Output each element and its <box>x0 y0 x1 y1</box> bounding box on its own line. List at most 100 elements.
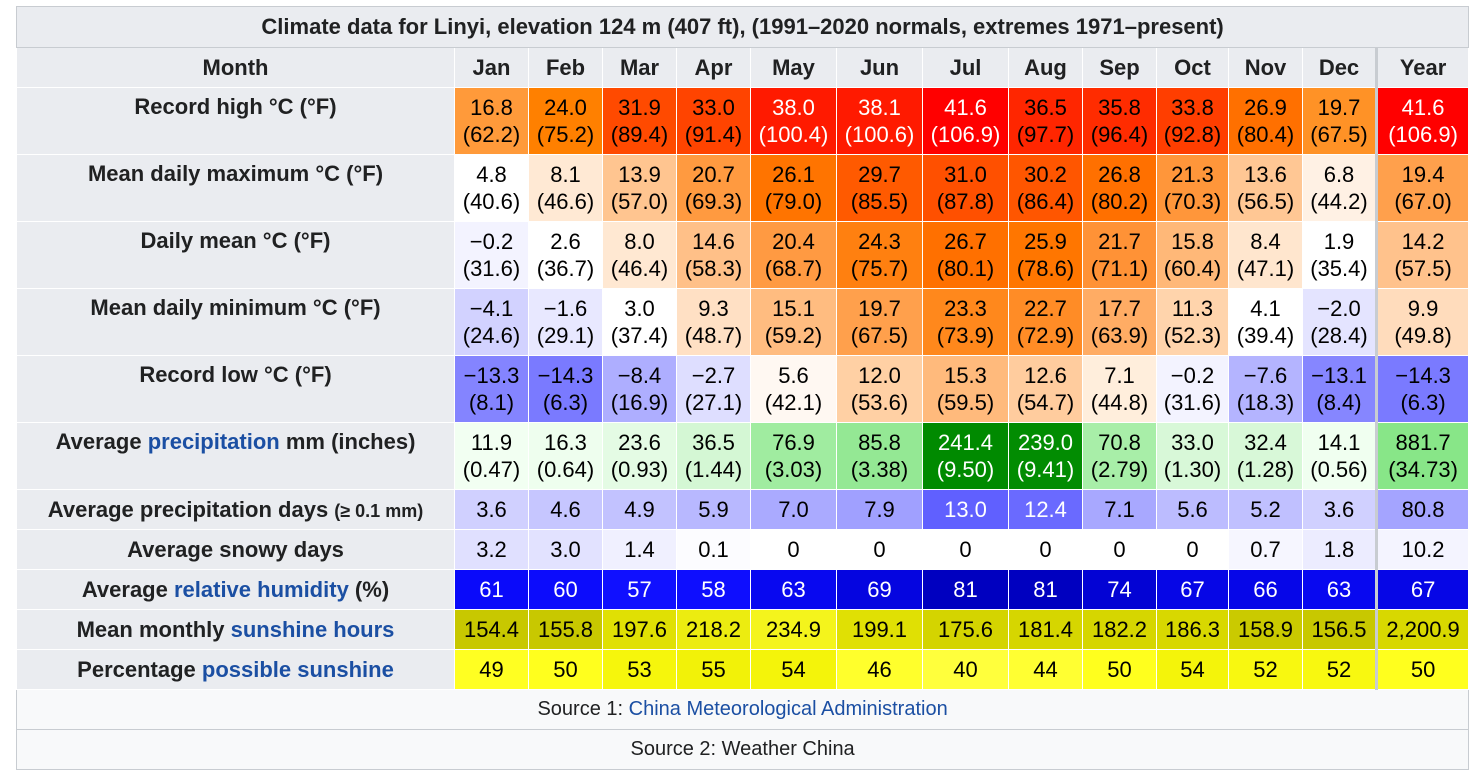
month-header-dec: Dec <box>1302 47 1377 88</box>
month-value-cell: 31.9 (89.4) <box>602 87 677 155</box>
cell-value: 57 <box>627 577 652 602</box>
month-value-cell: 7.1 (44.8) <box>1082 355 1157 423</box>
climate-table: Climate data for Linyi, elevation 124 m … <box>15 6 1470 770</box>
cell-value: 154.4 <box>463 617 520 642</box>
cell-value: 0 <box>959 537 972 562</box>
cell-value-fahrenheit: (71.1) <box>1090 256 1149 281</box>
source-1-link[interactable]: China Meteorological Administration <box>628 698 948 720</box>
cell-value: 218.2 <box>685 617 742 642</box>
cell-value: 32.4 <box>1244 430 1287 455</box>
cell-value-fahrenheit: (58.3) <box>684 256 743 281</box>
table-row: Average precipitation mm (inches) 11.9 (0.… <box>16 422 1470 490</box>
month-value-cell: 55 <box>676 649 751 690</box>
month-value-cell: 63 <box>1302 569 1377 610</box>
cell-value: 55 <box>701 657 726 682</box>
cell-value-fahrenheit: (91.4) <box>684 122 743 147</box>
month-value-cell: 155.8 <box>528 609 603 650</box>
month-value-cell: 74 <box>1082 569 1157 610</box>
cell-value: 67 <box>1410 577 1436 602</box>
cell-value-fahrenheit: (6.3) <box>542 390 589 415</box>
row-label-link[interactable]: possible sunshine <box>201 656 394 682</box>
cell-value: 3.0 <box>550 537 581 562</box>
cell-value: 17.7 <box>1098 296 1141 321</box>
month-value-cell: 199.1 <box>836 609 923 650</box>
cell-value: 5.6 <box>778 363 809 388</box>
cell-value: 81 <box>1033 577 1058 602</box>
cell-value-fahrenheit: (42.1) <box>764 390 823 415</box>
month-value-cell: 9.3 (48.7) <box>676 288 751 356</box>
table-row: Mean monthly sunshine hours 154.4 155.8 197… <box>16 609 1470 650</box>
cell-value-fahrenheit: (86.4) <box>1016 189 1075 214</box>
month-value-cell: 36.5 (1.44) <box>676 422 751 490</box>
cell-value-fahrenheit: (1.30) <box>1163 457 1222 482</box>
month-value-cell: 16.3 (0.64) <box>528 422 603 490</box>
row-label: Average precipitation mm (inches) <box>16 422 455 490</box>
cell-value-fahrenheit: (3.03) <box>764 457 823 482</box>
month-value-cell: 5.6 (42.1) <box>750 355 837 423</box>
cell-value-fahrenheit: (69.3) <box>684 189 743 214</box>
month-header-apr: Apr <box>676 47 751 88</box>
cell-value-fahrenheit: (85.5) <box>850 189 909 214</box>
cell-value-fahrenheit: (72.9) <box>1016 323 1075 348</box>
row-label-text: Mean monthly <box>76 616 231 642</box>
cell-value: 881.7 <box>1395 430 1451 455</box>
month-value-cell: 7.9 <box>836 489 923 530</box>
month-value-cell: 3.6 <box>1302 489 1377 530</box>
month-value-cell: 241.4 (9.50) <box>922 422 1009 490</box>
cell-value: 0.1 <box>698 537 729 562</box>
row-label-text: Average precipitation days <box>47 496 335 522</box>
cell-value: 16.3 <box>544 430 587 455</box>
cell-value: 5.9 <box>698 497 729 522</box>
cell-value: 52 <box>1253 657 1278 682</box>
cell-value: 4.6 <box>550 497 581 522</box>
year-value-cell: −14.3 (6.3) <box>1374 355 1470 423</box>
row-label-link[interactable]: relative humidity <box>173 576 349 602</box>
cell-value-fahrenheit: (29.1) <box>536 323 595 348</box>
cell-value: 4.9 <box>624 497 655 522</box>
row-label-text: Average <box>81 576 174 602</box>
source-row-2: Source 2: Weather China <box>15 729 1470 770</box>
month-header-sep: Sep <box>1082 47 1157 88</box>
month-value-cell: 0.1 <box>676 529 751 570</box>
cell-value: 9.9 <box>1407 296 1439 321</box>
month-value-cell: 175.6 <box>922 609 1009 650</box>
month-value-cell: 158.9 <box>1228 609 1303 650</box>
cell-value-fahrenheit: (28.4) <box>1310 323 1368 348</box>
month-value-cell: 54 <box>1156 649 1229 690</box>
month-value-cell: 85.8 (3.38) <box>836 422 923 490</box>
month-value-cell: 0 <box>1008 529 1083 570</box>
month-value-cell: 19.7 (67.5) <box>836 288 923 356</box>
cell-value: 70.8 <box>1098 430 1141 455</box>
cell-value: 67 <box>1180 577 1205 602</box>
cell-value: 4.1 <box>1250 296 1281 321</box>
cell-value: 0 <box>1113 537 1126 562</box>
cell-value: 40 <box>953 657 978 682</box>
cell-value: 85.8 <box>858 430 901 455</box>
row-label-link[interactable]: precipitation <box>147 429 280 454</box>
cell-value-fahrenheit: (96.4) <box>1090 122 1149 147</box>
cell-value: 6.8 <box>1323 162 1355 187</box>
month-value-cell: 36.5 (97.7) <box>1008 87 1083 155</box>
cell-value: 20.7 <box>692 162 735 187</box>
source-2: Source 2: Weather China <box>15 729 1470 770</box>
row-label-link[interactable]: sunshine hours <box>230 616 395 642</box>
cell-value: 81 <box>953 577 978 602</box>
month-value-cell: 19.7 (67.5) <box>1302 87 1377 155</box>
month-value-cell: 21.7 (71.1) <box>1082 221 1157 289</box>
cell-value-fahrenheit: (8.1) <box>468 390 515 415</box>
cell-value: 13.6 <box>1244 162 1287 187</box>
month-value-cell: 1.9 (35.4) <box>1302 221 1377 289</box>
cell-value-fahrenheit: (16.9) <box>610 390 669 415</box>
cell-value: 12.0 <box>858 363 901 388</box>
row-label: Average snowy days <box>16 529 455 570</box>
cell-value: 8.0 <box>624 229 655 254</box>
year-value-cell: 14.2 (57.5) <box>1374 221 1470 289</box>
cell-value: 1.9 <box>1323 229 1355 254</box>
cell-value: 66 <box>1253 577 1278 602</box>
cell-value-fahrenheit: (75.7) <box>850 256 909 281</box>
cell-value-fahrenheit: (36.7) <box>536 256 595 281</box>
month-value-cell: 23.3 (73.9) <box>922 288 1009 356</box>
cell-value: 3.0 <box>624 296 655 321</box>
cell-value-fahrenheit: (44.2) <box>1310 189 1368 214</box>
cell-value: 7.1 <box>1104 363 1135 388</box>
